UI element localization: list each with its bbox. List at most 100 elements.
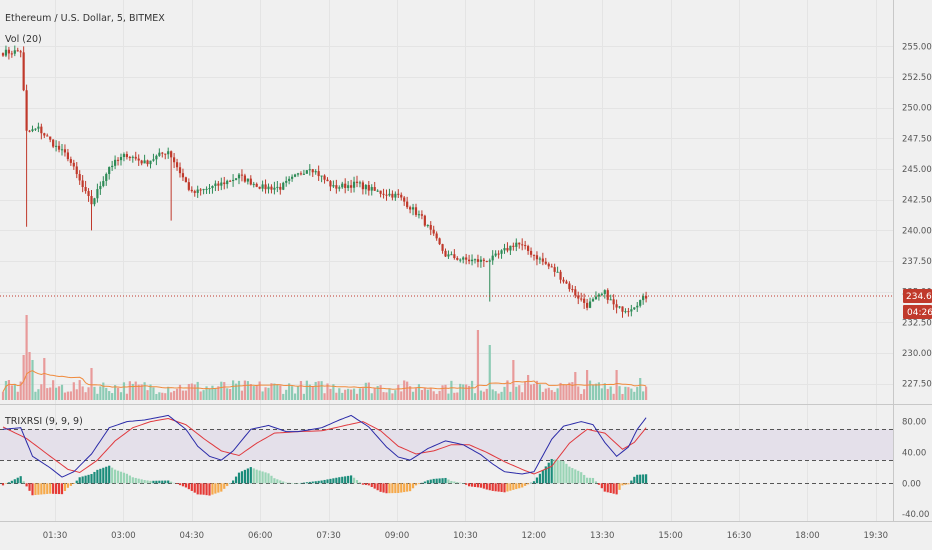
volume-bar bbox=[409, 386, 412, 400]
histogram-bar bbox=[580, 472, 583, 484]
volume-bar bbox=[550, 390, 553, 400]
candle-body bbox=[355, 181, 359, 183]
histogram-bar bbox=[618, 483, 621, 490]
histogram-bar bbox=[273, 478, 276, 484]
volume-bar bbox=[22, 355, 25, 400]
histogram-bar bbox=[28, 483, 31, 491]
candle-body bbox=[81, 180, 84, 187]
volume-bar bbox=[532, 383, 536, 400]
volume-bar bbox=[633, 391, 636, 400]
histogram-bar bbox=[367, 483, 370, 486]
histogram-bar bbox=[114, 469, 117, 484]
candle-body bbox=[468, 259, 471, 262]
volume-bar bbox=[302, 393, 305, 400]
histogram-bar bbox=[571, 468, 574, 484]
candle-body bbox=[320, 175, 323, 177]
oscillator-tick-label: 0.00 bbox=[902, 479, 921, 489]
volume-bar bbox=[606, 388, 609, 400]
volume-bar bbox=[612, 393, 615, 400]
histogram-bar bbox=[202, 483, 205, 495]
volume-bar bbox=[140, 384, 143, 400]
candle-body bbox=[220, 182, 223, 186]
volume-bar bbox=[444, 384, 447, 400]
price-tick-label: 245.00 bbox=[902, 165, 932, 175]
time-axis[interactable] bbox=[0, 521, 932, 550]
volume-bar bbox=[279, 385, 282, 400]
volume-bar bbox=[441, 385, 444, 400]
price-pane[interactable] bbox=[0, 0, 893, 403]
candle-body bbox=[302, 173, 305, 175]
candle-body bbox=[293, 174, 297, 177]
volume-bar bbox=[482, 391, 485, 400]
volume-bar bbox=[258, 381, 261, 400]
candle-body bbox=[240, 174, 244, 176]
candle-body bbox=[249, 178, 252, 185]
histogram-bar bbox=[606, 483, 609, 493]
volume-bar bbox=[211, 385, 214, 400]
volume-bar bbox=[60, 384, 64, 400]
candle-body bbox=[13, 50, 16, 54]
symbol-title[interactable]: Ethereum / U.S. Dollar, 5, BITMEX bbox=[5, 13, 165, 24]
volume-bar bbox=[131, 383, 134, 400]
time-tick-label: 07:30 bbox=[316, 531, 341, 541]
histogram-bar bbox=[69, 483, 72, 486]
candle-body bbox=[600, 293, 603, 295]
candle-body bbox=[497, 253, 500, 255]
histogram-bar bbox=[397, 483, 400, 494]
volume-bar bbox=[388, 388, 391, 400]
candle-body bbox=[603, 290, 606, 294]
volume-bar bbox=[273, 383, 276, 400]
histogram-bar bbox=[568, 466, 571, 484]
candle-body bbox=[108, 167, 111, 174]
oscillator-pane[interactable] bbox=[0, 406, 893, 521]
volume-bar bbox=[352, 388, 356, 400]
histogram-bar bbox=[270, 475, 273, 484]
candle-body bbox=[102, 181, 105, 187]
candle-body bbox=[491, 255, 494, 261]
volume-bar bbox=[350, 389, 353, 400]
histogram-bar bbox=[574, 469, 577, 484]
histogram-bar bbox=[84, 475, 87, 484]
volume-bar bbox=[305, 380, 308, 400]
volume-bar bbox=[627, 387, 630, 400]
histogram-bar bbox=[429, 479, 432, 484]
candle-body bbox=[43, 133, 46, 136]
volume-legend[interactable]: Vol (20) bbox=[5, 34, 42, 45]
volume-bar bbox=[143, 382, 146, 400]
candle-body bbox=[609, 299, 612, 301]
histogram-bar bbox=[532, 481, 536, 484]
volume-bar bbox=[84, 392, 87, 400]
oscillator-legend[interactable]: TRIXRSI (9, 9, 9) bbox=[4, 416, 83, 427]
histogram-bar bbox=[293, 483, 297, 484]
candle-body bbox=[462, 257, 465, 260]
volume-bar bbox=[414, 388, 418, 400]
histogram-bar bbox=[267, 473, 270, 484]
histogram-bar bbox=[577, 470, 580, 484]
volume-bar bbox=[453, 392, 456, 400]
candle-body bbox=[25, 90, 28, 131]
histogram-bar bbox=[388, 483, 391, 494]
histogram-bar bbox=[199, 483, 202, 495]
candle-body bbox=[586, 302, 589, 308]
candle-body bbox=[482, 259, 485, 261]
candle-body bbox=[541, 258, 544, 262]
candle-body bbox=[597, 294, 600, 297]
candle-body bbox=[279, 186, 282, 190]
volume-bar bbox=[494, 391, 497, 400]
candle-body bbox=[400, 194, 403, 198]
volume-bar bbox=[500, 391, 503, 400]
candle-body bbox=[459, 259, 462, 261]
volume-bar bbox=[114, 385, 117, 400]
candle-body bbox=[232, 179, 235, 182]
candle-body bbox=[627, 311, 630, 313]
price-axis[interactable] bbox=[893, 0, 932, 521]
volume-bar bbox=[603, 383, 606, 400]
candle-body bbox=[125, 154, 128, 158]
candle-body bbox=[75, 166, 78, 175]
histogram-bar bbox=[376, 483, 379, 491]
oscillator-histogram bbox=[1, 458, 648, 496]
volume-bar bbox=[385, 392, 388, 400]
histogram-bar bbox=[550, 458, 553, 484]
histogram-bar bbox=[282, 481, 285, 484]
